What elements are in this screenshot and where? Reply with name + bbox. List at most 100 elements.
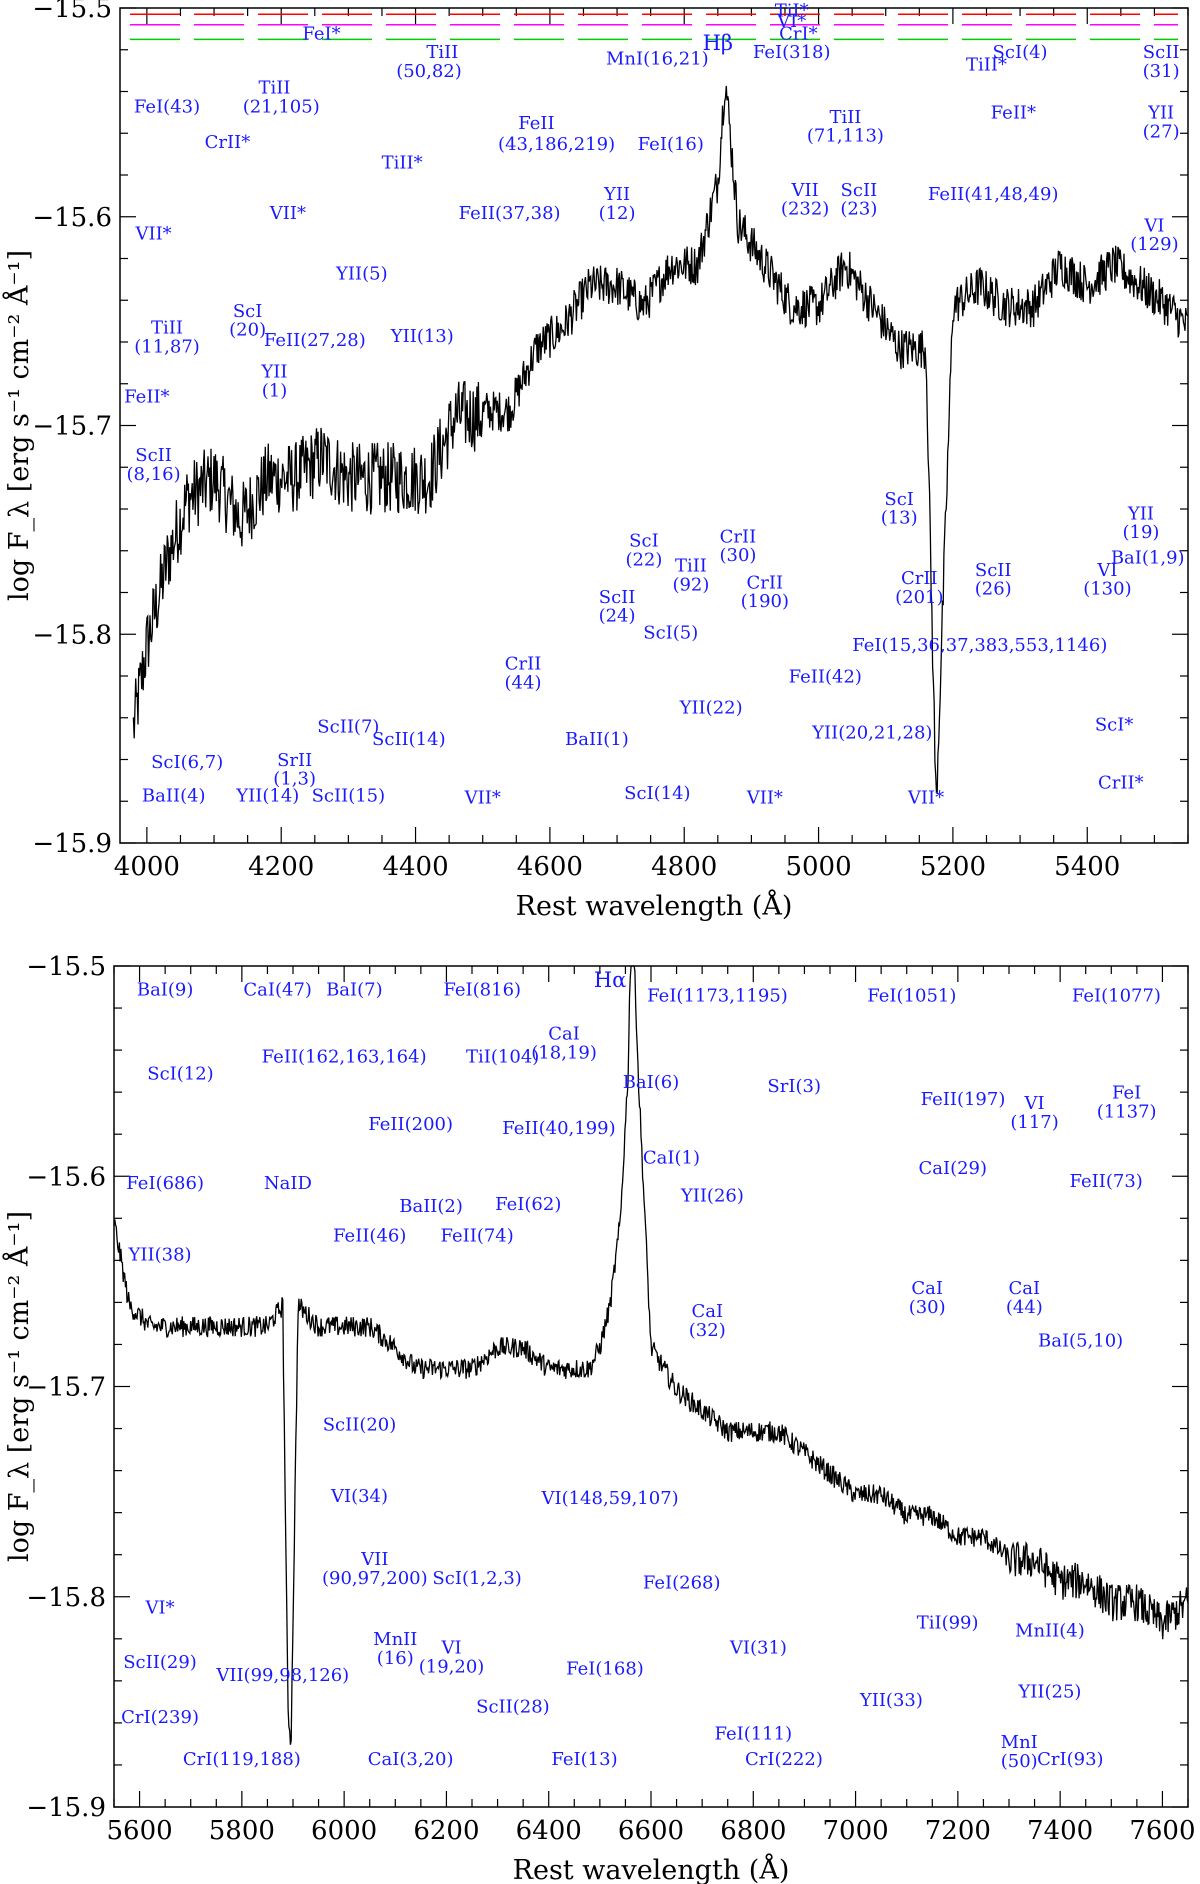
line-id-label: FeI(268) — [643, 1572, 721, 1593]
line-id-label: TiII* — [966, 55, 1007, 76]
line-id-label: CaI — [691, 1301, 723, 1322]
line-id-label: CrII — [505, 654, 542, 675]
line-id-label: TiI(99) — [917, 1612, 979, 1633]
line-id-label: CrII — [720, 526, 757, 547]
line-id-label: (1,3) — [273, 769, 316, 790]
line-id-label: ScII(29) — [123, 1652, 197, 1673]
line-id-label: (50) — [1001, 1751, 1038, 1772]
line-id-label: BaI(5,10) — [1038, 1331, 1123, 1352]
line-id-label: TiII — [258, 78, 290, 99]
line-id-label: (31) — [1143, 61, 1180, 82]
line-id-label: FeI(62) — [495, 1194, 561, 1215]
line-id-label: (12) — [599, 203, 636, 224]
line-id-label: FeI(13) — [551, 1749, 617, 1770]
line-id-label: TiI* — [775, 0, 809, 21]
spectrum-line — [132, 85, 1189, 795]
line-id-label: VI* — [776, 11, 806, 32]
line-id-label: (32) — [689, 1320, 726, 1341]
line-id-label: YII(33) — [859, 1690, 923, 1711]
line-id-label: ScII — [135, 445, 172, 466]
line-id-label: MnII(4) — [1015, 1621, 1085, 1642]
line-id-label: VI* — [144, 1598, 174, 1619]
x-tick-label: 7400 — [1027, 1816, 1093, 1846]
line-id-label: (30) — [909, 1297, 946, 1318]
line-id-label: (24) — [599, 606, 636, 627]
line-id-label: CaI(1) — [643, 1148, 700, 1169]
y-axis-title: log F_λ [erg s⁻¹ cm⁻² Å⁻¹] — [2, 1211, 35, 1562]
line-id-label: ScII — [975, 560, 1012, 581]
line-id-label: YII(26) — [680, 1185, 744, 1206]
line-id-label: ScI(12) — [147, 1064, 213, 1085]
line-id-label: MnI(16,21) — [606, 48, 709, 69]
y-tick-label: −15.9 — [26, 1793, 106, 1823]
line-id-label: BaII(1) — [565, 729, 629, 750]
line-id-label: (43,186,219) — [498, 134, 615, 155]
line-id-label: CaI(3,20) — [368, 1749, 454, 1770]
line-id-label: FeI(111) — [714, 1724, 792, 1745]
x-tick-label: 5800 — [209, 1816, 275, 1846]
line-id-label: ScII(15) — [312, 785, 386, 806]
line-id-label: (8,16) — [127, 464, 181, 485]
line-id-label: YII — [1147, 103, 1174, 124]
line-id-label: (16) — [377, 1648, 414, 1669]
line-id-label: FeII* — [991, 103, 1036, 124]
line-id-label: (71,113) — [807, 126, 884, 147]
line-id-label: (22) — [625, 549, 662, 570]
line-id-label: FeII* — [124, 387, 169, 408]
line-id-label: TiII — [426, 42, 458, 63]
x-tick-label: 6200 — [413, 1816, 479, 1846]
y-tick-label: −15.8 — [26, 1583, 106, 1613]
line-id-label: BaII(4) — [142, 785, 206, 806]
line-id-label: ScII(14) — [372, 729, 446, 750]
line-id-label: (129) — [1130, 234, 1178, 255]
line-id-label: VII(99,98,126) — [215, 1665, 349, 1686]
line-id-label: ScII(28) — [476, 1696, 550, 1717]
line-id-label: TiI(104) — [466, 1047, 539, 1068]
x-tick-label: 5600 — [106, 1816, 172, 1846]
line-id-label: ScII — [841, 180, 878, 201]
line-id-label: BaI(9) — [137, 979, 194, 1000]
bottom-panel: 5600 5800 6000 6200 6400 6600 6800 7000 7200 7400… — [2, 952, 1196, 1884]
line-id-label: (26) — [975, 579, 1012, 600]
line-id-label: SrII — [277, 750, 312, 771]
line-id-label: FeII — [518, 113, 554, 134]
line-id-label: FeII(73) — [1070, 1171, 1143, 1192]
line-id-label: FeI(816) — [443, 979, 521, 1000]
y-tick-label: −15.7 — [26, 1373, 106, 1403]
top-panel: 4000 4200 4400 4600 4800 5000 5200 5400 −15.9 −15… — [2, 0, 1189, 922]
spectrum-line — [113, 965, 1189, 1745]
line-id-label: (18,19) — [531, 1043, 597, 1064]
line-id-label: (44) — [1006, 1297, 1043, 1318]
line-id-label: CaI(29) — [918, 1158, 987, 1179]
line-id-label: FeI* — [302, 23, 340, 44]
line-id-label: NaID — [264, 1173, 312, 1194]
line-id-label: VII* — [464, 787, 501, 808]
line-id-label: VII* — [269, 203, 306, 224]
line-id-label: FeI(1051) — [867, 986, 956, 1007]
line-id-label: VII* — [746, 787, 783, 808]
line-id-label: (232) — [781, 199, 829, 220]
line-id-label: CrII* — [1098, 773, 1144, 794]
x-tick-label: 7600 — [1129, 1816, 1195, 1846]
line-id-label: CrII* — [205, 132, 251, 153]
line-id-label: FeII(200) — [368, 1114, 453, 1135]
x-tick-label: 4600 — [517, 852, 583, 882]
line-id-label: (19) — [1123, 522, 1160, 543]
line-id-label: TiII* — [382, 153, 423, 174]
line-id-label: CrII — [747, 572, 784, 593]
line-id-label: YII — [260, 361, 287, 382]
line-id-label: CaI(47) — [243, 979, 312, 1000]
line-id-label: (11,87) — [134, 336, 200, 357]
line-id-label: VI — [440, 1638, 461, 1659]
line-id-label: VII* — [134, 224, 171, 245]
line-id-label: ScI — [233, 301, 263, 322]
line-id-label: (27) — [1143, 121, 1180, 142]
line-id-label: BaI(7) — [326, 979, 383, 1000]
line-id-label: VII — [791, 180, 819, 201]
line-id-label: ScI — [629, 531, 659, 552]
x-tick-label: 6000 — [311, 1816, 377, 1846]
y-tick-label: −15.7 — [32, 412, 112, 442]
x-tick-label: 4200 — [248, 852, 314, 882]
line-id-label: TiII — [151, 318, 183, 339]
line-id-label: YII(25) — [1017, 1682, 1081, 1703]
